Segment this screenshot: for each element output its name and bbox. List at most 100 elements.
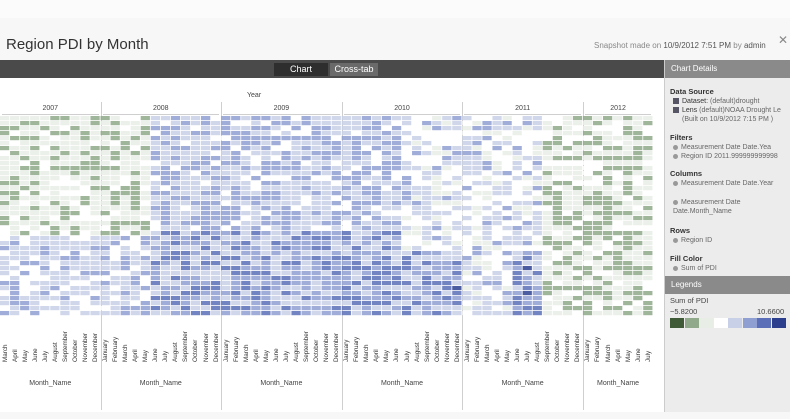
heatmap-cell[interactable]: [40, 261, 50, 266]
heatmap-cell[interactable]: [331, 216, 341, 221]
heatmap-cell[interactable]: [462, 266, 472, 271]
heatmap-cell[interactable]: [80, 126, 90, 131]
heatmap-cell[interactable]: [100, 136, 110, 141]
heatmap-cell[interactable]: [60, 231, 70, 236]
heatmap-cell[interactable]: [482, 306, 492, 311]
heatmap-cell[interactable]: [572, 151, 583, 156]
heatmap-cell[interactable]: [110, 176, 120, 181]
heatmap-cell[interactable]: [482, 206, 492, 211]
heatmap-cell[interactable]: [432, 196, 442, 201]
heatmap-cell[interactable]: [613, 241, 623, 246]
heatmap-cell[interactable]: [482, 176, 492, 181]
heatmap-cell[interactable]: [80, 191, 90, 196]
heatmap-cell[interactable]: [170, 271, 181, 276]
heatmap-cell[interactable]: [422, 141, 432, 146]
heatmap-cell[interactable]: [110, 271, 120, 276]
heatmap-cell[interactable]: [592, 171, 603, 176]
heatmap-cell[interactable]: [422, 276, 432, 281]
heatmap-cell[interactable]: [522, 241, 532, 246]
heatmap-cell[interactable]: [371, 301, 382, 306]
heatmap-cell[interactable]: [150, 196, 160, 201]
heatmap-cell[interactable]: [613, 256, 623, 261]
heatmap-cell[interactable]: [241, 231, 251, 236]
heatmap-cell[interactable]: [542, 261, 552, 266]
heatmap-cell[interactable]: [170, 181, 181, 186]
heatmap-cell[interactable]: [613, 181, 623, 186]
heatmap-cell[interactable]: [381, 311, 392, 316]
heatmap-cell[interactable]: [211, 266, 221, 271]
heatmap-cell[interactable]: [130, 276, 140, 281]
heatmap-cell[interactable]: [532, 251, 542, 256]
heatmap-cell[interactable]: [60, 191, 70, 196]
heatmap-cell[interactable]: [341, 236, 351, 241]
heatmap-cell[interactable]: [391, 251, 402, 256]
heatmap-cell[interactable]: [482, 126, 492, 131]
heatmap-cell[interactable]: [613, 131, 623, 136]
heatmap-cell[interactable]: [371, 226, 382, 231]
heatmap-cell[interactable]: [60, 296, 70, 301]
heatmap-cell[interactable]: [271, 241, 281, 246]
heatmap-cell[interactable]: [10, 276, 20, 281]
heatmap-cell[interactable]: [482, 116, 492, 121]
heatmap-cell[interactable]: [221, 166, 231, 171]
heatmap-cell[interactable]: [50, 276, 60, 281]
heatmap-cell[interactable]: [190, 196, 201, 201]
heatmap-cell[interactable]: [271, 151, 281, 156]
heatmap-cell[interactable]: [502, 136, 512, 141]
heatmap-cell[interactable]: [542, 311, 552, 316]
heatmap-cell[interactable]: [502, 286, 512, 291]
heatmap-cell[interactable]: [442, 306, 452, 311]
heatmap-cell[interactable]: [623, 256, 633, 261]
heatmap-cell[interactable]: [492, 236, 502, 241]
heatmap-cell[interactable]: [90, 276, 100, 281]
heatmap-cell[interactable]: [502, 221, 512, 226]
heatmap-cell[interactable]: [482, 291, 492, 296]
heatmap-cell[interactable]: [110, 211, 120, 216]
heatmap-cell[interactable]: [402, 301, 412, 306]
heatmap-cell[interactable]: [572, 221, 583, 226]
heatmap-cell[interactable]: [572, 196, 583, 201]
heatmap-cell[interactable]: [10, 201, 20, 206]
heatmap-cell[interactable]: [251, 176, 261, 181]
heatmap-cell[interactable]: [582, 131, 593, 136]
heatmap-cell[interactable]: [442, 141, 452, 146]
heatmap-cell[interactable]: [281, 151, 291, 156]
heatmap-cell[interactable]: [150, 186, 160, 191]
heatmap-cell[interactable]: [261, 201, 271, 206]
heatmap-cell[interactable]: [150, 261, 160, 266]
heatmap-cell[interactable]: [331, 141, 341, 146]
heatmap-cell[interactable]: [613, 306, 623, 311]
heatmap-cell[interactable]: [110, 126, 120, 131]
heatmap-cell[interactable]: [542, 231, 552, 236]
heatmap-cell[interactable]: [592, 166, 603, 171]
heatmap-cell[interactable]: [462, 221, 472, 226]
heatmap-cell[interactable]: [582, 226, 593, 231]
heatmap-cell[interactable]: [592, 271, 603, 276]
heatmap-cell[interactable]: [562, 276, 573, 281]
heatmap-cell[interactable]: [442, 171, 452, 176]
heatmap-cell[interactable]: [623, 216, 633, 221]
heatmap-cell[interactable]: [60, 146, 70, 151]
heatmap-cell[interactable]: [512, 156, 522, 161]
heatmap-cell[interactable]: [351, 271, 361, 276]
heatmap-cell[interactable]: [221, 181, 231, 186]
heatmap-cell[interactable]: [492, 126, 502, 131]
heatmap-cell[interactable]: [120, 256, 130, 261]
heatmap-cell[interactable]: [442, 211, 452, 216]
heatmap-cell[interactable]: [472, 226, 482, 231]
heatmap-cell[interactable]: [381, 126, 392, 131]
heatmap-cell[interactable]: [371, 196, 382, 201]
heatmap-cell[interactable]: [472, 191, 482, 196]
heatmap-cell[interactable]: [592, 306, 603, 311]
heatmap-cell[interactable]: [60, 306, 70, 311]
heatmap-cell[interactable]: [321, 151, 331, 156]
heatmap-cell[interactable]: [40, 191, 50, 196]
heatmap-cell[interactable]: [170, 286, 181, 291]
heatmap-cell[interactable]: [402, 241, 412, 246]
heatmap-cell[interactable]: [482, 261, 492, 266]
heatmap-cell[interactable]: [472, 176, 482, 181]
heatmap-cell[interactable]: [512, 166, 522, 171]
heatmap-cell[interactable]: [10, 286, 20, 291]
heatmap-cell[interactable]: [100, 186, 110, 191]
heatmap-cell[interactable]: [60, 166, 70, 171]
